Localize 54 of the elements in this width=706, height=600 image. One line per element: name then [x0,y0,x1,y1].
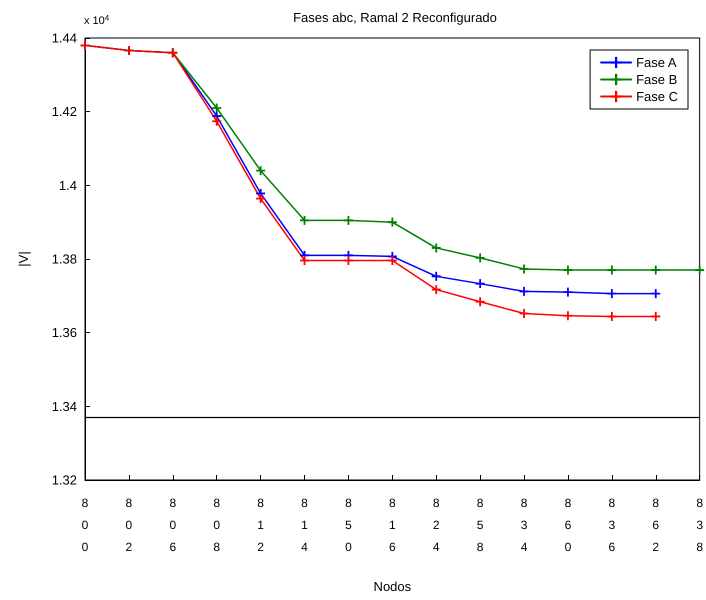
point [476,297,485,306]
point [651,289,660,298]
point [432,243,441,252]
y-tick-label: 1.4 [58,178,77,193]
y-tick-label: 1.36 [52,325,77,340]
x-tick-label: 800 [82,496,89,554]
x-tick-label: 858 [476,496,484,554]
y-tick-label: 1.38 [52,252,77,266]
point [300,256,310,265]
point [607,266,616,275]
x-tick-label: 812 [257,496,264,554]
point [520,309,529,318]
point [432,285,441,294]
point [344,216,353,225]
x-tick-label: 838 [696,496,704,554]
x-tick-label: 814 [301,496,308,554]
point [651,266,660,275]
point [476,253,485,262]
point [256,194,266,204]
point [651,312,660,321]
chart-title: Fases abc, Ramal 2 Reconfigurado [293,10,497,25]
point [388,256,397,265]
point [607,312,616,321]
point [563,266,572,275]
point [520,264,529,274]
point [563,288,572,297]
point [300,216,310,225]
x-tick-label: 808 [213,496,220,554]
point [212,103,222,112]
x-tick-label: 860 [564,496,572,554]
point [476,279,485,288]
point [256,166,266,176]
y-axis-title: |V| [16,251,31,267]
legend-label: Fase A [636,55,677,70]
point [607,289,616,298]
x-tick-label: 834 [520,496,528,554]
y-tick-label: 1.34 [52,398,77,414]
x-axis-title: Nodos [374,579,412,594]
point [344,256,353,265]
x-tick-label: 836 [608,496,616,554]
x-tick-label: 850 [345,496,352,554]
legend-label: Fase C [636,89,678,104]
point [563,311,572,320]
legend-label: Fase B [636,72,678,87]
x-tick-label: 862 [652,496,660,554]
x-tick-label: 806 [169,496,176,554]
y-tick-label: 1.42 [52,104,77,120]
x-tick-label: 802 [126,496,133,554]
y-tick-label: 1.44 [52,30,77,46]
x-tick-label: 816 [388,496,396,554]
point [520,286,529,296]
y-tick-label: 1.32 [52,472,77,488]
point [695,266,704,275]
x-tick-label: 824 [432,496,440,554]
